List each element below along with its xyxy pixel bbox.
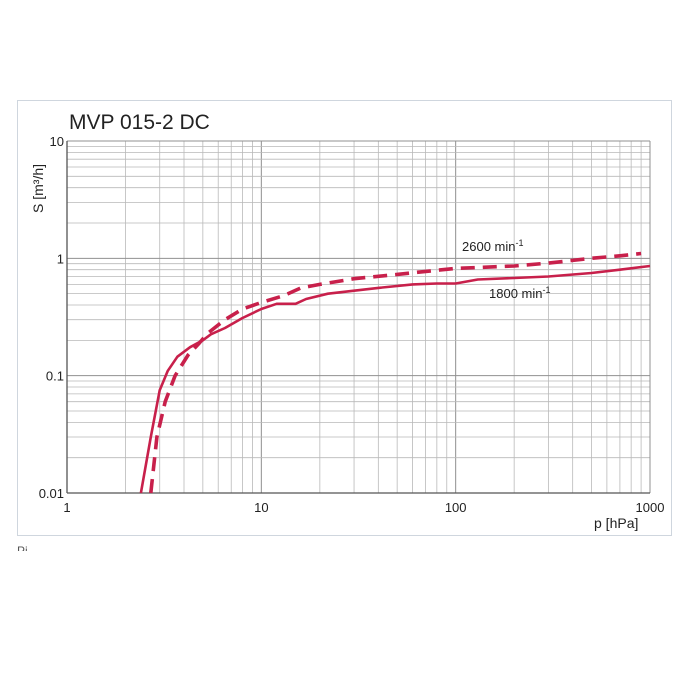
axes: 1 10 100 1000 0.01 0.1 1 10 <box>39 134 665 515</box>
y-tick-label: 0.1 <box>46 369 64 384</box>
series-label-1800-exponent: -1 <box>542 285 550 295</box>
y-tick-label: 10 <box>50 134 64 149</box>
series-label-2600-text: 2600 min <box>462 239 515 254</box>
chart-title: MVP 015-2 DC <box>69 111 210 134</box>
x-tick-label: 1000 <box>636 500 665 515</box>
series-line-1800 <box>139 264 651 494</box>
y-tick-label: 1 <box>57 251 64 266</box>
series-label-1800-text: 1800 min <box>489 286 542 301</box>
grid <box>67 141 650 493</box>
series-label-1800: 1800 min-1 <box>489 285 551 301</box>
x-tick-label: 1 <box>63 500 70 515</box>
series-label-2600-exponent: -1 <box>515 238 523 248</box>
footnote-partial: Pi ... <box>17 545 41 551</box>
y-axis-label: S [m³/h] <box>30 164 46 213</box>
x-tick-label: 10 <box>254 500 268 515</box>
y-tick-label: 0.01 <box>39 486 64 501</box>
series-label-2600: 2600 min-1 <box>462 238 524 254</box>
series-group <box>139 251 651 494</box>
chart-panel <box>17 100 672 536</box>
x-tick-label: 100 <box>445 500 467 515</box>
labels: MVP 015-2 DC p [hPa] S [m³/h] 2600 min-1… <box>30 111 638 531</box>
x-axis-label: p [hPa] <box>594 515 638 531</box>
series-line-2600 <box>149 251 642 494</box>
